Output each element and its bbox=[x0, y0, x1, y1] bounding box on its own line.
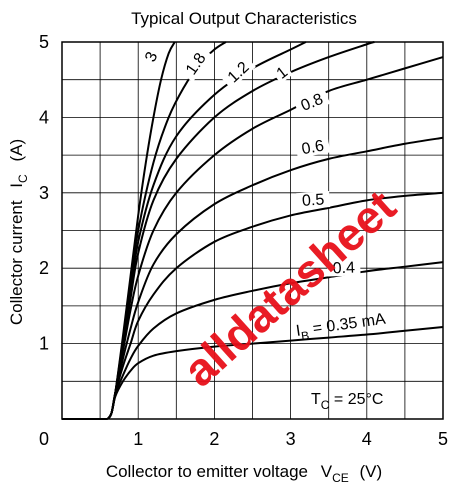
curve-label: 0.6 bbox=[300, 138, 325, 159]
curves bbox=[62, 41, 444, 420]
curve-label-bg bbox=[296, 190, 331, 210]
curve-label-bg bbox=[327, 259, 361, 277]
x-axis-unit: (V) bbox=[360, 462, 383, 481]
y-axis-label: Collector current IC (A) bbox=[7, 139, 31, 325]
y-axis-unit: (A) bbox=[7, 139, 26, 162]
temp-symbol: T bbox=[311, 391, 321, 408]
curve-label-group: 3 bbox=[140, 46, 162, 68]
x-axis-label: Collector to emitter voltage VCE (V) bbox=[106, 462, 382, 485]
y-tick-labels: 1 2 3 4 5 bbox=[39, 32, 49, 354]
curve-label-group: 1.8 bbox=[179, 45, 212, 82]
y-axis-symbol: I bbox=[7, 183, 26, 188]
temperature-annotation: TC = 25°C bbox=[311, 391, 383, 412]
curve-label-bg bbox=[293, 88, 331, 116]
grid bbox=[62, 42, 443, 419]
y-axis-label-text: Collector current bbox=[7, 200, 26, 325]
curve-labels: 3 1.8 1.2 10.80.60.50.4 bbox=[140, 45, 361, 277]
plot-frame bbox=[61, 41, 444, 420]
x-axis-symbol: V bbox=[321, 462, 333, 481]
curve-label-group: 0.6 bbox=[295, 136, 331, 159]
x-tick-labels: 0 1 2 3 4 5 bbox=[39, 429, 448, 449]
curve-label-bg bbox=[271, 61, 293, 84]
curve-label-bg bbox=[179, 45, 212, 82]
watermark: alldatasheet bbox=[173, 180, 405, 397]
y-tick-label: 1 bbox=[39, 334, 49, 354]
chart-title: Typical Output Characteristics bbox=[131, 9, 357, 28]
curve-label: 0.5 bbox=[302, 191, 325, 210]
x-axis-symbol-sub: CE bbox=[332, 471, 349, 485]
y-tick-label: 2 bbox=[39, 258, 49, 278]
temp-value: = 25°C bbox=[329, 391, 383, 408]
curve-label-group: 0.4 bbox=[327, 259, 361, 277]
curve-label-bg bbox=[140, 46, 162, 68]
ib-symbol-sub: B bbox=[300, 328, 310, 343]
watermark-text: alldatasheet bbox=[173, 180, 405, 397]
curve-label-group: 1 bbox=[271, 61, 293, 84]
curve-label-bg bbox=[295, 136, 331, 159]
y-axis-symbol-sub: C bbox=[16, 174, 30, 183]
curve-label-group: 0.5 bbox=[296, 190, 331, 210]
curve-label-group: 0.8 bbox=[293, 88, 331, 116]
y-tick-label: 5 bbox=[39, 32, 49, 52]
x-tick-label: 1 bbox=[133, 429, 143, 449]
base-current-label: IB = 0.35 mA bbox=[295, 311, 388, 344]
x-tick-label: 5 bbox=[438, 429, 448, 449]
x-tick-label: 3 bbox=[286, 429, 296, 449]
y-tick-label: 4 bbox=[39, 107, 49, 127]
temp-symbol-sub: C bbox=[321, 398, 330, 412]
ib-symbol: I bbox=[295, 323, 302, 340]
curve-ib-0-35 bbox=[106, 326, 444, 420]
y-tick-label: 3 bbox=[39, 183, 49, 203]
curve-label: 0.4 bbox=[332, 260, 355, 278]
curve-label-bg bbox=[220, 55, 256, 90]
x-tick-label: 2 bbox=[209, 429, 219, 449]
x-axis-label-text: Collector to emitter voltage bbox=[106, 462, 308, 481]
x-tick-label: 0 bbox=[39, 429, 49, 449]
curve-ib-0-5 bbox=[106, 191, 444, 420]
curve-ib-0-8 bbox=[106, 56, 444, 420]
x-tick-label: 4 bbox=[362, 429, 372, 449]
